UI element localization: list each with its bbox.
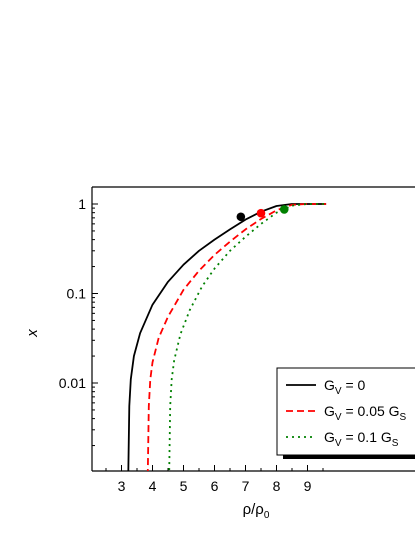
x-tick-label: 8 <box>273 478 281 494</box>
y-axis-title: x <box>24 329 41 338</box>
x-tick-label: 3 <box>118 478 126 494</box>
x-tick-label: 9 <box>304 478 312 494</box>
legend: GV = 0 GV = 0.05 GS GV = 0.1 GS <box>276 367 415 459</box>
x-axis-title-sub: 0 <box>264 510 270 521</box>
x-axis-title-main: ρ/ρ <box>243 501 264 518</box>
critical-point-marker-1 <box>236 212 246 222</box>
ticks <box>92 203 324 471</box>
legend-entries: GV = 0 GV = 0.05 GS GV = 0.1 GS <box>286 377 407 449</box>
legend-label-3: GV = 0.1 GS <box>324 429 399 449</box>
series-line-1 <box>127 203 327 471</box>
y-tick-label: 0.1 <box>67 286 87 302</box>
legend-label-1: GV = 0 <box>324 377 366 397</box>
y-tick-label: 0.01 <box>59 375 86 391</box>
x-axis-title: ρ/ρ0 <box>243 501 270 521</box>
legend-label-2: GV = 0.05 GS <box>324 403 407 423</box>
markers-group <box>236 205 289 222</box>
y-tick-label: 1 <box>78 196 86 212</box>
critical-point-marker-2 <box>256 208 266 218</box>
critical-point-marker-3 <box>279 205 289 214</box>
x-tick-label: 7 <box>242 478 250 494</box>
x-tick-label: 6 <box>211 478 219 494</box>
x-tick-label: 4 <box>149 478 157 494</box>
tick-labels: 3 4 5 6 7 8 9 0.01 0.1 1 <box>59 196 312 494</box>
x-tick-label: 5 <box>180 478 188 494</box>
